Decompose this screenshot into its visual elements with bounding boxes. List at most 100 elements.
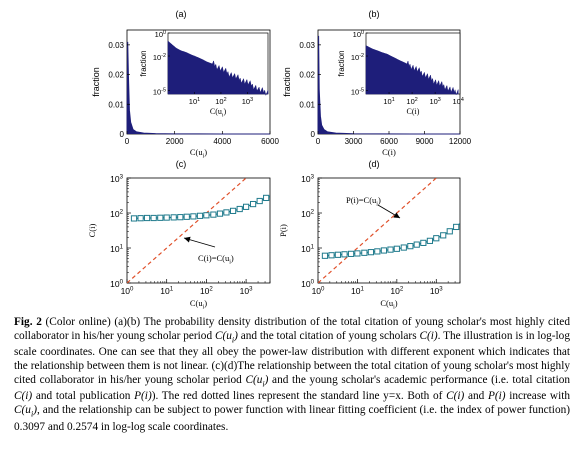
series-marker [407,243,414,250]
caption-math: P(i) [487,390,506,403]
y-tick-label: 101 [110,244,123,254]
y-axis-label: P(i) [278,224,288,237]
caption-math: C(i) [14,390,33,403]
series-marker [242,203,250,210]
caption-math: C(i) [446,390,465,403]
figure-caption: Fig. 2 (Color online) (a)(b) The probabi… [14,316,570,435]
series-marker [183,213,190,220]
inset-x-tick-label: 102 [406,97,417,106]
x-tick-label: 9000 [416,137,434,146]
series-line [133,195,270,220]
y-tick-label: 0.02 [299,71,315,80]
series-marker [328,252,335,259]
series-marker [341,251,348,258]
y-tick-label: 103 [301,174,314,184]
inset-y-tick-label: 100 [155,30,166,39]
inset-x-tick-label: 103 [429,97,440,106]
x-tick-label: 12000 [449,137,472,146]
series-marker [130,215,138,222]
series-marker [453,223,460,231]
series-marker [420,239,427,246]
inset: 101 102 103 104 100 10-2 10-5 fraction C(i) [337,30,464,116]
y-tick-label: 102 [110,209,123,219]
series-marker [196,212,204,219]
caption-math: P(i) [134,390,152,403]
series-marker [163,214,170,221]
figure: (a) 0 2000 4000 6000 0.01 0.02 0.03 0 fraction C(u… [87,9,472,311]
series-marker [433,235,440,242]
distribution-curve [317,35,460,135]
panel-b: (b) 0 3000 6000 9000 12000 0.01 0.02 0.03 0 fracti… [282,9,472,157]
series-marker [446,228,453,235]
caption-math: C(ui) [214,329,238,344]
series-marker [367,249,375,256]
series-marker [216,210,224,217]
inset-x-tick-label: 101 [189,97,200,106]
series-marker [249,200,257,208]
x-tick-label: 100 [121,286,134,296]
series-marker [361,249,368,256]
reference-line-y-equals-x [127,178,248,283]
reference-line-y-equals-x [318,178,438,283]
series-marker [210,211,217,218]
panel-a: (a) 0 2000 4000 6000 0.01 0.02 0.03 0 fraction C(u… [91,9,279,160]
y-tick-label: 0.01 [299,100,315,109]
caption-text: (Color online) (a)(b) The probability de… [14,316,570,433]
distribution-curve [126,41,270,135]
x-tick-label: 103 [430,286,443,296]
x-tick-label: 2000 [166,137,184,146]
inset-y-axis-label: fraction [139,50,148,76]
inset-x-tick-label: 103 [242,97,253,106]
series-marker [354,250,361,257]
series-marker [236,205,243,213]
y-tick-label: 103 [110,174,123,184]
series-line [324,223,460,257]
inset-x-axis-label: C(ui) [210,107,227,118]
series-marker [380,247,388,254]
x-tick-label: 102 [200,286,213,296]
caption-math: C(i) [419,329,438,342]
y-tick-label: 0.01 [108,100,124,109]
figure-svg: (a) 0 2000 4000 6000 0.01 0.02 0.03 0 fraction C(u… [87,9,472,311]
series-marker [256,197,263,205]
inset-x-axis-label: C(i) [407,107,420,116]
y-tick-label: 0 [120,130,125,139]
series-marker [426,237,434,244]
x-tick-label: 0 [125,137,130,146]
series-marker [400,244,407,251]
inset-y-axis-label: fraction [337,50,346,76]
caption-math: C(ui) [14,404,37,419]
panel-label: (d) [369,159,380,169]
annotation-arrowhead [184,236,191,243]
y-axis-label: fraction [91,67,101,97]
series-marker [334,251,342,258]
x-axis-label: C(i) [382,147,396,157]
x-tick-label: 6000 [380,137,398,146]
axes-frame [317,177,461,284]
series-marker [190,213,197,220]
inset-x-tick-label: 102 [215,97,226,106]
x-tick-label: 6000 [261,137,279,146]
axes-frame [126,177,271,284]
inset-y-tick-label: 10-2 [351,53,364,62]
panel-d: (d) 100 101 102 103 100 101 102 103 P(i)=C(ui) C(u… [278,159,461,311]
inset-histogram [167,40,269,97]
inset-x-tick-label: 101 [383,97,394,106]
series-marker [170,214,177,221]
y-tick-label: 0.02 [108,71,124,80]
x-tick-label: 0 [316,137,321,146]
panel-label: (b) [369,9,380,19]
y-tick-label: 0.03 [108,41,124,50]
series-marker [177,214,184,221]
caption-label: Fig. 2 [14,316,42,328]
y-axis-label: fraction [282,67,292,97]
annotation-label: P(i)=C(ui) [346,195,381,208]
annotation-label: C(i)=C(ui) [198,253,234,266]
y-tick-label: 0.03 [299,41,315,50]
panel-c: (c) 100 101 102 103 100 101 102 103 C(i)=C(ui) C(u… [87,159,271,311]
series-marker [393,245,400,252]
inset-y-tick-label: 10-2 [153,53,166,62]
y-tick-label: 102 [301,209,314,219]
x-tick-label: 4000 [213,137,231,146]
y-tick-label: 100 [301,279,314,289]
